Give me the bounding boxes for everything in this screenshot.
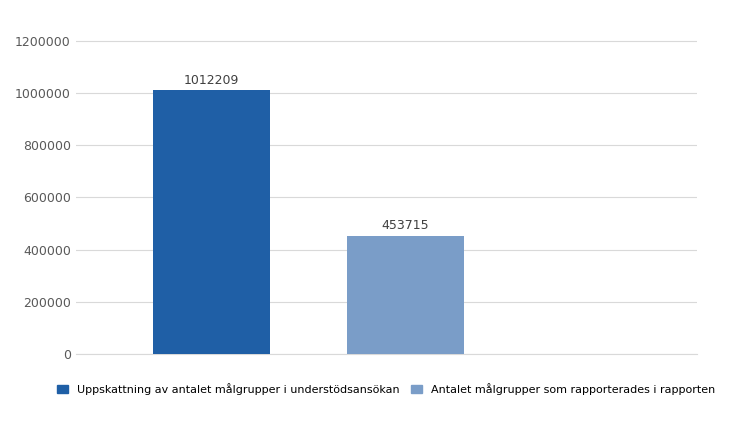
Bar — [347, 235, 464, 354]
Text: 453715: 453715 — [382, 219, 430, 232]
Text: 1012209: 1012209 — [184, 74, 239, 87]
Legend: Uppskattning av antalet målgrupper i understödsansökan, Antalet målgrupper som r: Uppskattning av antalet målgrupper i und… — [57, 383, 716, 395]
Bar — [153, 90, 270, 354]
